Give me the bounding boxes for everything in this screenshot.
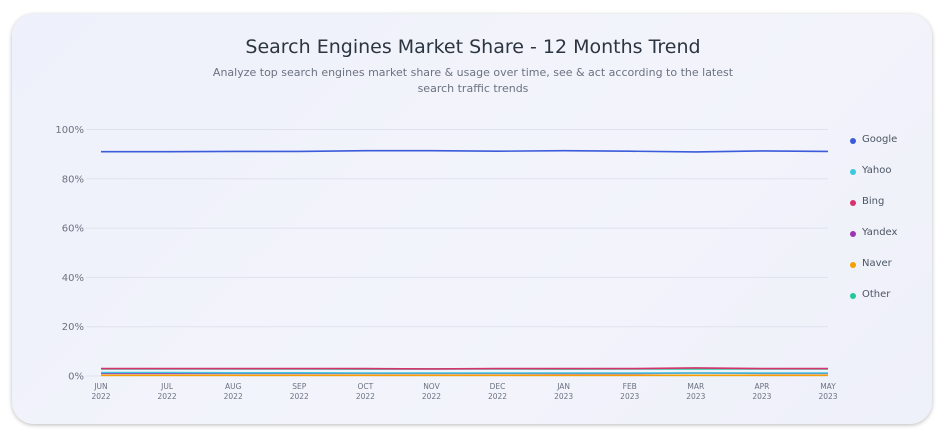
x-tick-label: JUN 2022 bbox=[91, 382, 110, 401]
y-tick-label: 80% bbox=[62, 174, 84, 185]
legend-label: Yandex bbox=[862, 227, 898, 238]
y-tick-label: 60% bbox=[62, 224, 84, 235]
x-tick-label: APR 2023 bbox=[752, 382, 771, 401]
legend-item-naver[interactable]: Naver bbox=[850, 258, 897, 289]
legend-label: Other bbox=[862, 289, 891, 300]
y-tick-label: 40% bbox=[62, 273, 84, 284]
legend-label: Google bbox=[862, 134, 898, 145]
legend-swatch bbox=[850, 169, 856, 175]
legend-item-yandex[interactable]: Yandex bbox=[850, 227, 897, 258]
x-tick-label: MAR 2023 bbox=[686, 382, 705, 401]
y-tick-label: 20% bbox=[62, 322, 84, 333]
legend-swatch bbox=[850, 138, 856, 144]
x-tick-label: NOV 2022 bbox=[422, 382, 441, 401]
x-tick-label: DEC 2022 bbox=[488, 382, 507, 401]
x-tick-label: OCT 2022 bbox=[356, 382, 375, 401]
x-tick-label: JAN 2023 bbox=[554, 382, 573, 401]
series-line-bing bbox=[101, 367, 828, 370]
legend-item-other[interactable]: Other bbox=[850, 289, 897, 320]
series-line-google bbox=[101, 149, 829, 153]
series-line-yahoo bbox=[101, 371, 828, 374]
x-tick-label: JUL 2022 bbox=[158, 382, 177, 401]
legend-swatch bbox=[850, 293, 856, 299]
legend-label: Yahoo bbox=[862, 165, 892, 176]
legend-item-bing[interactable]: Bing bbox=[850, 196, 897, 227]
chart-title: Search Engines Market Share - 12 Months … bbox=[245, 36, 701, 58]
x-tick-label: MAY 2023 bbox=[818, 382, 837, 401]
chart-subtitle: Analyze top search engines market share … bbox=[212, 66, 734, 95]
legend-label: Naver bbox=[862, 258, 892, 269]
x-tick-label: SEP 2022 bbox=[290, 382, 309, 401]
legend-label: Bing bbox=[862, 196, 885, 207]
chart-legend: Google Yahoo Bing Yandex Naver Other bbox=[850, 134, 897, 320]
legend-swatch bbox=[850, 262, 856, 268]
x-tick-label: FEB 2023 bbox=[620, 382, 639, 401]
chart-card bbox=[12, 14, 932, 424]
y-tick-label: 100% bbox=[55, 125, 84, 136]
legend-swatch bbox=[850, 200, 856, 206]
y-tick-label: 0% bbox=[68, 372, 84, 383]
x-tick-label: AUG 2022 bbox=[224, 382, 243, 401]
legend-item-yahoo[interactable]: Yahoo bbox=[850, 165, 897, 196]
legend-item-google[interactable]: Google bbox=[850, 134, 897, 165]
legend-swatch bbox=[850, 231, 856, 237]
